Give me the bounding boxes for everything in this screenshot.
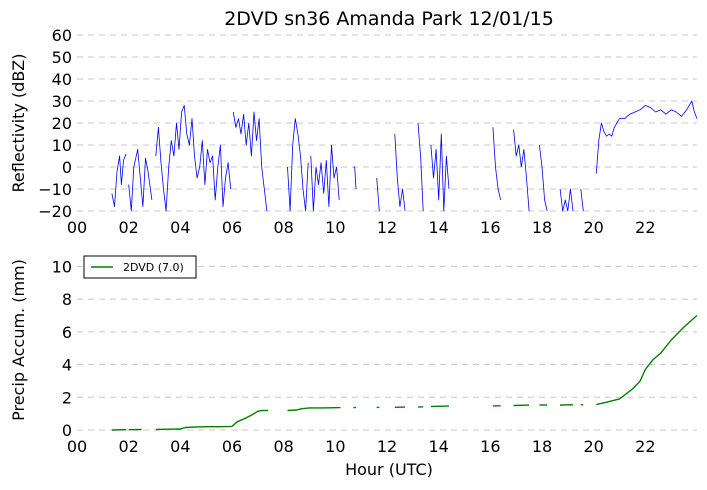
reflectivity-series (111, 100, 698, 212)
reflectivity-x-tick-label: 12 (377, 218, 397, 237)
reflectivity-x-tick-label: 06 (222, 218, 242, 237)
precip-line-segment (596, 314, 698, 406)
reflectivity-line-segment (287, 118, 309, 212)
reflectivity-y-tick-label: 40 (52, 70, 72, 89)
reflectivity-line-segment (580, 188, 584, 212)
reflectivity-line-segment (394, 133, 406, 212)
reflectivity-line-segment (310, 144, 340, 212)
reflectivity-x-tick-label: 14 (428, 218, 448, 237)
reflectivity-line-segment (376, 177, 380, 212)
reflectivity-x-tick-label: 20 (583, 218, 603, 237)
precip-y-ticks: 0 2 4 6 8 10 (52, 257, 72, 440)
precip-x-tick-label: 06 (222, 437, 242, 456)
precip-y-tick-label: 2 (62, 388, 72, 407)
reflectivity-line-segment (559, 188, 574, 212)
reflectivity-line-segment (492, 127, 502, 201)
reflectivity-line-segment (417, 122, 424, 212)
reflectivity-y-ticks: −20 −10 0 10 20 30 40 50 60 (38, 26, 72, 221)
precip-x-tick-label: 14 (428, 437, 448, 456)
precip-y-axis-label: Precip Accum. (mm) (9, 259, 28, 421)
legend: 2DVD (7.0) (83, 255, 197, 279)
precip-x-tick-label: 08 (273, 437, 293, 456)
reflectivity-line-segment (353, 166, 357, 190)
reflectivity-line-segment (232, 111, 268, 212)
precip-x-tick-label: 10 (325, 437, 345, 456)
reflectivity-line-segment (128, 148, 153, 212)
precip-x-tick-label: 22 (635, 437, 655, 456)
reflectivity-line-segment (595, 100, 698, 174)
chart-title: 2DVD sn36 Amanda Park 12/01/15 (224, 8, 554, 30)
reflectivity-x-tick-label: 22 (635, 218, 655, 237)
reflectivity-x-tick-label: 10 (325, 218, 345, 237)
precip-y-tick-label: 10 (52, 257, 72, 276)
legend-label: 2DVD (7.0) (123, 261, 184, 274)
reflectivity-y-tick-label: 10 (52, 136, 72, 155)
precip-x-tick-label: 04 (170, 437, 190, 456)
precip-x-ticks: 00 02 04 06 08 10 12 14 16 18 20 22 (67, 437, 656, 456)
reflectivity-x-tick-label: 04 (170, 218, 190, 237)
precip-series (111, 314, 698, 431)
reflectivity-y-tick-label: −20 (38, 202, 72, 221)
precip-y-tick-label: 0 (62, 421, 72, 440)
reflectivity-y-tick-label: 50 (52, 48, 72, 67)
precip-y-tick-label: 6 (62, 323, 72, 342)
reflectivity-line-segment (111, 153, 127, 208)
reflectivity-y-tick-label: 30 (52, 92, 72, 111)
precip-x-tick-label: 20 (583, 437, 603, 456)
reflectivity-line-segment (513, 129, 530, 212)
precip-y-tick-label: 8 (62, 290, 72, 309)
precip-x-tick-label: 16 (480, 437, 500, 456)
reflectivity-y-tick-label: 0 (62, 158, 72, 177)
reflectivity-y-tick-label: 60 (52, 26, 72, 45)
precip-grid (77, 265, 697, 431)
x-axis-label: Hour (UTC) (345, 460, 433, 479)
precip-y-tick-label: 4 (62, 356, 72, 375)
reflectivity-x-tick-label: 02 (118, 218, 138, 237)
precip-x-tick-label: 02 (118, 437, 138, 456)
precip-line-segment (287, 406, 341, 412)
reflectivity-panel: −20 −10 0 10 20 30 40 50 60 00 02 04 06 08 10 12 14 16 18… (9, 26, 698, 237)
precip-x-tick-label: 18 (532, 437, 552, 456)
reflectivity-grid (77, 34, 697, 212)
reflectivity-x-tick-label: 16 (480, 218, 500, 237)
reflectivity-line-segment (155, 105, 232, 212)
legend-box (83, 255, 197, 279)
reflectivity-y-tick-label: 20 (52, 114, 72, 133)
reflectivity-y-tick-label: −10 (38, 180, 72, 199)
reflectivity-x-ticks: 00 02 04 06 08 10 12 14 16 18 20 22 (67, 218, 656, 237)
precip-line-segment (155, 409, 269, 431)
reflectivity-line-segment (539, 144, 548, 212)
reflectivity-y-axis-label: Reflectivity (dBZ) (9, 54, 28, 193)
reflectivity-line-segment (430, 133, 450, 212)
precip-x-tick-label: 12 (377, 437, 397, 456)
reflectivity-x-tick-label: 18 (532, 218, 552, 237)
precip-x-tick-label: 00 (67, 437, 87, 456)
reflectivity-x-tick-label: 08 (273, 218, 293, 237)
reflectivity-x-tick-label: 00 (67, 218, 87, 237)
